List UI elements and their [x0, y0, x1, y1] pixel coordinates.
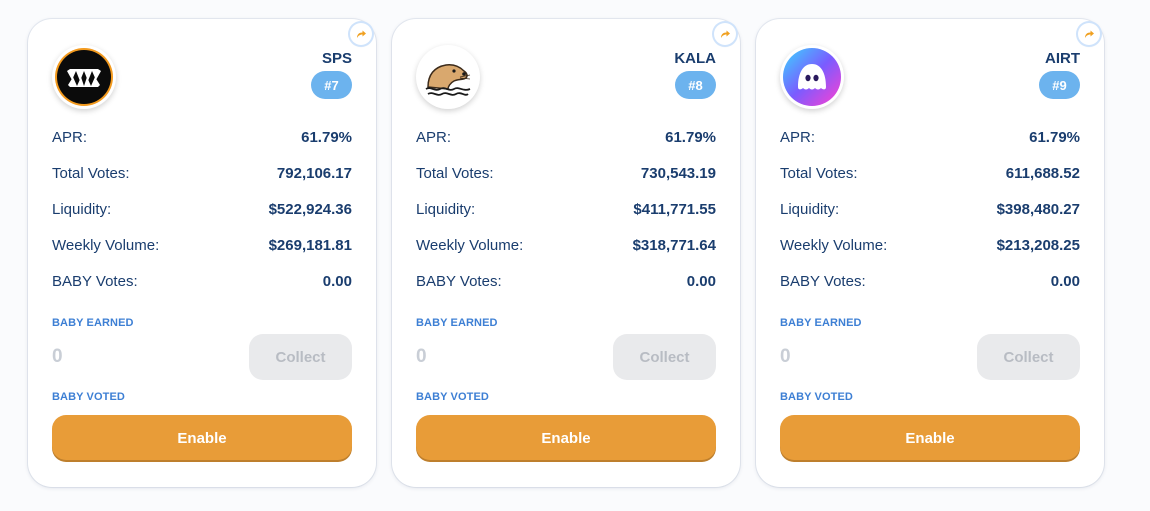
stat-row-apr: APR: 61.79%	[780, 119, 1080, 155]
collect-button[interactable]: Collect	[613, 334, 716, 380]
stat-row-apr: APR: 61.79%	[416, 119, 716, 155]
stat-value: 0.00	[1050, 272, 1080, 290]
stats-list: APR: 61.79% Total Votes: 611,688.52 Liquid…	[780, 119, 1080, 299]
stat-value: 0.00	[322, 272, 352, 290]
stat-row-total-votes: Total Votes: 792,106.17	[52, 155, 352, 191]
stat-label: BABY Votes:	[52, 272, 138, 290]
stat-row-liquidity: Liquidity: $411,771.55	[416, 191, 716, 227]
baby-earned-value: 0	[52, 346, 63, 367]
stat-row-apr: APR: 61.79%	[52, 119, 352, 155]
baby-voted-label: BABY VOTED	[780, 391, 853, 403]
stats-list: APR: 61.79% Total Votes: 792,106.17 Liquid…	[52, 119, 352, 299]
stat-label: Weekly Volume:	[52, 236, 160, 254]
stat-label: BABY Votes:	[416, 272, 502, 290]
enable-button[interactable]: Enable	[416, 415, 716, 462]
enable-button[interactable]: Enable	[780, 415, 1080, 462]
stat-value: 611,688.52	[1005, 164, 1080, 182]
stat-label: Total Votes:	[780, 164, 858, 182]
sps-logo-icon	[52, 45, 116, 109]
stat-row-liquidity: Liquidity: $522,924.36	[52, 191, 352, 227]
stat-row-baby-votes: BABY Votes: 0.00	[52, 263, 352, 299]
stat-row-baby-votes: BABY Votes: 0.00	[780, 263, 1080, 299]
stat-value: $398,480.27	[996, 200, 1080, 218]
stat-value: 61.79%	[665, 128, 716, 146]
stat-value: 0.00	[686, 272, 716, 290]
share-icon[interactable]	[350, 23, 372, 45]
stat-value: 61.79%	[301, 128, 352, 146]
kala-logo-icon	[416, 45, 480, 109]
stat-label: Liquidity:	[780, 200, 840, 218]
stat-row-weekly-volume: Weekly Volume: $213,208.25	[780, 227, 1080, 263]
stat-label: Total Votes:	[416, 164, 494, 182]
baby-earned-value: 0	[780, 346, 791, 367]
stat-label: Weekly Volume:	[780, 236, 888, 254]
rank-badge: #8	[675, 71, 716, 99]
stat-label: Weekly Volume:	[416, 236, 524, 254]
stat-row-liquidity: Liquidity: $398,480.27	[780, 191, 1080, 227]
stat-value: $269,181.81	[268, 236, 352, 254]
stat-label: BABY Votes:	[780, 272, 866, 290]
stat-value: $213,208.25	[996, 236, 1080, 254]
stat-label: Total Votes:	[52, 164, 130, 182]
baby-earned-label: BABY EARNED	[52, 317, 134, 329]
farm-card-kala: KALA #8 APR: 61.79% Total Votes: 730,543.1…	[392, 19, 740, 487]
stat-row-baby-votes: BABY Votes: 0.00	[416, 263, 716, 299]
farm-card-airt: AIRT #9 APR: 61.79% Total Votes: 611,688.5…	[756, 19, 1104, 487]
stat-row-weekly-volume: Weekly Volume: $318,771.64	[416, 227, 716, 263]
stat-value: 61.79%	[1029, 128, 1080, 146]
stat-value: 730,543.19	[640, 164, 716, 182]
baby-earned-label: BABY EARNED	[780, 317, 862, 329]
token-symbol: SPS	[321, 50, 352, 67]
rank-badge: #7	[311, 71, 352, 99]
stat-value: $411,771.55	[633, 200, 716, 218]
stat-label: APR:	[52, 128, 88, 146]
baby-voted-label: BABY VOTED	[52, 391, 125, 403]
farm-card-sps: SPS #7 APR: 61.79% Total Votes: 792,106.17…	[28, 19, 376, 487]
baby-earned-label: BABY EARNED	[416, 317, 498, 329]
baby-voted-label: BABY VOTED	[416, 391, 489, 403]
token-symbol: KALA	[674, 50, 716, 67]
collect-button[interactable]: Collect	[249, 334, 352, 380]
stat-row-total-votes: Total Votes: 611,688.52	[780, 155, 1080, 191]
stat-row-total-votes: Total Votes: 730,543.19	[416, 155, 716, 191]
share-icon[interactable]	[1078, 23, 1100, 45]
stat-label: APR:	[780, 128, 816, 146]
airt-logo-icon	[780, 45, 844, 109]
stat-label: Liquidity:	[416, 200, 476, 218]
stats-list: APR: 61.79% Total Votes: 730,543.19 Liquid…	[416, 119, 716, 299]
collect-button[interactable]: Collect	[977, 334, 1080, 380]
stat-value: 792,106.17	[276, 164, 352, 182]
stat-value: $522,924.36	[268, 200, 352, 218]
stat-row-weekly-volume: Weekly Volume: $269,181.81	[52, 227, 352, 263]
stat-label: Liquidity:	[52, 200, 112, 218]
stat-label: APR:	[416, 128, 452, 146]
token-symbol: AIRT	[1045, 50, 1080, 67]
baby-earned-value: 0	[416, 346, 427, 367]
stat-value: $318,771.64	[632, 236, 716, 254]
rank-badge: #9	[1039, 71, 1080, 99]
enable-button[interactable]: Enable	[52, 415, 352, 462]
share-icon[interactable]	[714, 23, 736, 45]
